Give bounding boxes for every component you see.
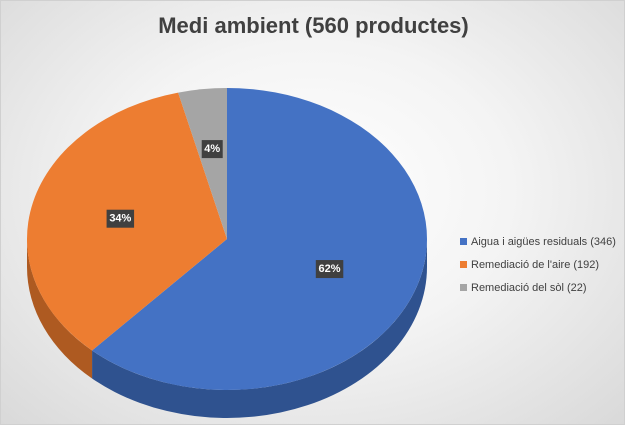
svg-text:4%: 4% bbox=[204, 143, 220, 155]
pie-slice-2 bbox=[178, 88, 227, 239]
legend-swatch-0 bbox=[460, 238, 467, 245]
chart-title: Medi ambient (560 productes) bbox=[158, 13, 469, 38]
legend: Aigua i aigües residuals (346) Remediació… bbox=[460, 230, 616, 299]
legend-label-2: Remediació del sòl (22) bbox=[471, 281, 587, 294]
legend-label-0: Aigua i aigües residuals (346) bbox=[471, 235, 616, 248]
legend-item-2: Remediació del sòl (22) bbox=[460, 276, 616, 299]
legend-label-1: Remediació de l'aire (192) bbox=[471, 258, 600, 271]
svg-text:62%: 62% bbox=[319, 263, 341, 275]
pie-slice-0 bbox=[92, 88, 427, 390]
legend-swatch-2 bbox=[460, 284, 467, 291]
pie-side-0 bbox=[92, 239, 427, 418]
data-label-2: 4% bbox=[201, 140, 223, 159]
data-label-1: 34% bbox=[106, 209, 135, 228]
svg-text:34%: 34% bbox=[109, 213, 131, 225]
legend-swatch-1 bbox=[460, 261, 467, 268]
data-label-0: 62% bbox=[315, 260, 344, 279]
legend-item-0: Aigua i aigües residuals (346) bbox=[460, 230, 616, 253]
legend-item-1: Remediació de l'aire (192) bbox=[460, 253, 616, 276]
pie-side-1 bbox=[27, 239, 93, 379]
